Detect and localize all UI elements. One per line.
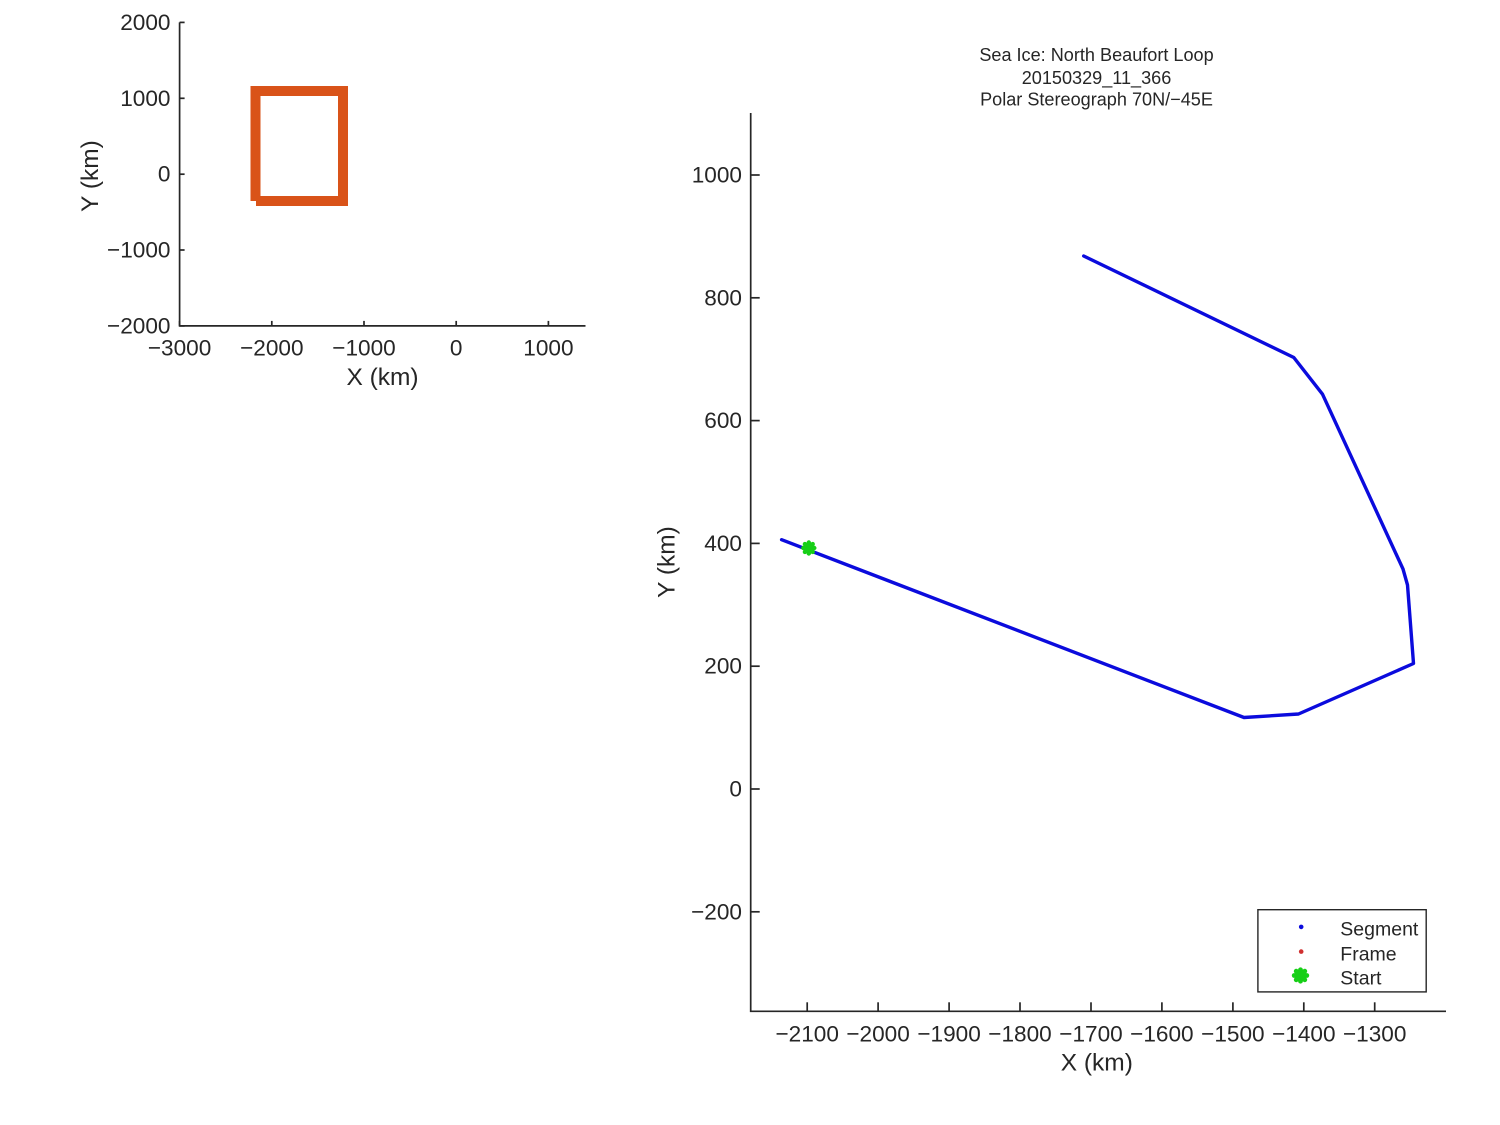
svg-text:Y (km): Y (km) xyxy=(654,526,681,598)
svg-text:−1600: −1600 xyxy=(1130,1022,1193,1047)
svg-text:200: 200 xyxy=(704,654,742,679)
svg-text:600: 600 xyxy=(704,408,742,433)
svg-text:−2000: −2000 xyxy=(846,1022,909,1047)
svg-text:−200: −200 xyxy=(691,899,742,924)
svg-text:Start: Start xyxy=(1340,968,1382,990)
svg-text:0: 0 xyxy=(158,162,171,187)
svg-text:−1400: −1400 xyxy=(1272,1022,1335,1047)
svg-text:−1500: −1500 xyxy=(1201,1022,1264,1047)
svg-text:2000: 2000 xyxy=(120,10,170,35)
svg-text:Frame: Frame xyxy=(1340,943,1396,965)
svg-text:0: 0 xyxy=(729,777,742,802)
svg-text:−1800: −1800 xyxy=(988,1022,1051,1047)
svg-text:−1000: −1000 xyxy=(107,238,170,263)
svg-text:−3000: −3000 xyxy=(148,336,211,361)
svg-text:−1300: −1300 xyxy=(1343,1022,1406,1047)
svg-text:Polar Stereograph 70N/−45E: Polar Stereograph 70N/−45E xyxy=(980,89,1213,109)
svg-text:−2000: −2000 xyxy=(107,313,170,338)
svg-text:1000: 1000 xyxy=(120,86,170,111)
svg-text:Segment: Segment xyxy=(1340,919,1419,941)
svg-text:400: 400 xyxy=(704,531,742,556)
svg-text:1000: 1000 xyxy=(523,336,573,361)
svg-text:X (km): X (km) xyxy=(1061,1050,1133,1077)
svg-text:−1700: −1700 xyxy=(1059,1022,1122,1047)
svg-text:−1000: −1000 xyxy=(332,336,395,361)
svg-text:Sea Ice: North Beaufort Loop: Sea Ice: North Beaufort Loop xyxy=(979,45,1213,65)
svg-text:−1900: −1900 xyxy=(917,1022,980,1047)
svg-text:X (km): X (km) xyxy=(346,364,418,391)
svg-text:800: 800 xyxy=(704,285,742,310)
svg-text:0: 0 xyxy=(450,336,463,361)
svg-text:1000: 1000 xyxy=(692,163,742,188)
svg-text:Y (km): Y (km) xyxy=(77,140,104,212)
svg-text:20150329_11_366: 20150329_11_366 xyxy=(1022,68,1172,89)
svg-text:−2000: −2000 xyxy=(240,336,303,361)
svg-text:−2100: −2100 xyxy=(775,1022,838,1047)
